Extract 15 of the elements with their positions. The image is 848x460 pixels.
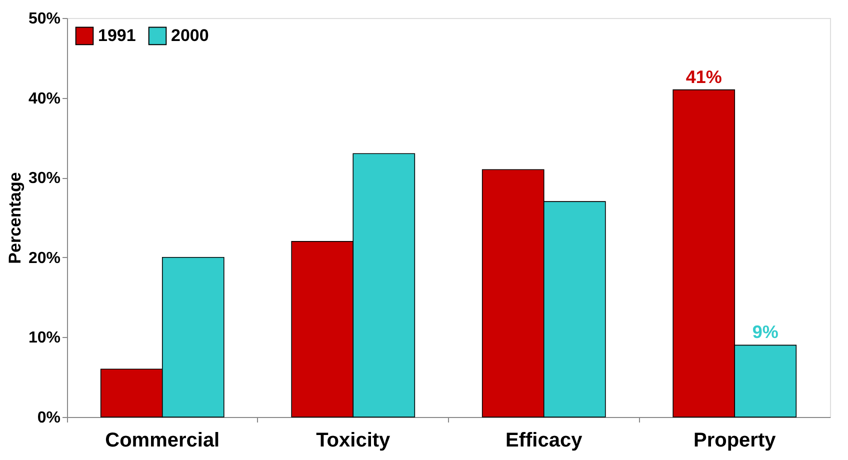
x-tick-label: Efficacy [506, 430, 584, 452]
data-label: 41% [686, 66, 722, 87]
y-tick-label: 50% [28, 10, 60, 28]
x-tick-label: Commercial [105, 430, 220, 452]
x-tick-label: Property [694, 430, 777, 452]
data-label: 9% [752, 322, 778, 342]
x-tick-label: Toxicity [316, 430, 392, 452]
legend-label: 2000 [171, 26, 209, 45]
y-tick-label: 0% [37, 410, 60, 426]
y-tick-label: 20% [28, 250, 60, 267]
y-tick-label: 30% [28, 170, 60, 188]
y-axis-title: Percentage [5, 172, 24, 264]
legend-label: 1991 [98, 26, 136, 45]
y-tick-label: 10% [28, 330, 60, 347]
y-tick-label: 40% [28, 90, 60, 108]
